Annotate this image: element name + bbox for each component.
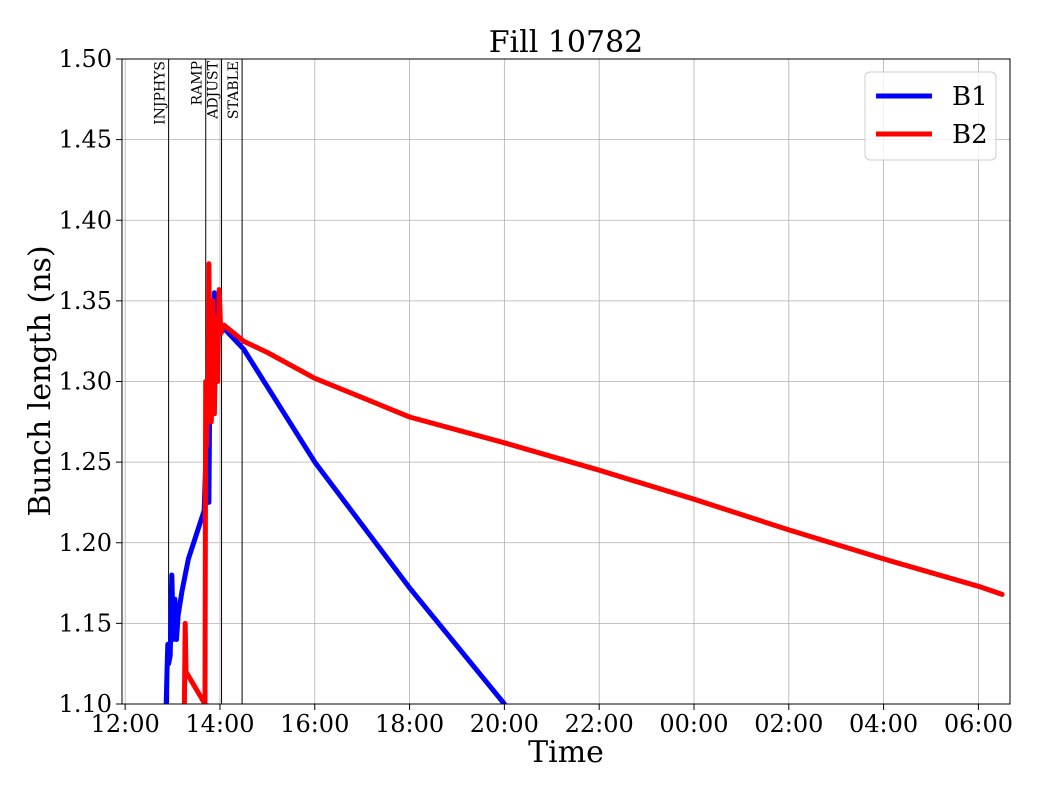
y-tick-label: 1.40 [59,206,112,234]
x-axis-ticks: 12:00 14:00 16:00 18:00 20:00 22:00 00:00 02:00… [91,704,1013,738]
phase-label-injphys: INJPHYS [153,61,169,125]
y-tick-label: 1.20 [59,529,112,557]
phase-label-ramp: RAMP [190,61,206,105]
x-tick-label: 22:00 [565,710,634,738]
y-tick-label: 1.25 [59,448,112,476]
x-tick-label: 06:00 [944,710,1013,738]
y-axis-title: Bunch length (ns) [23,245,58,516]
x-tick-label: 02:00 [754,710,823,738]
x-tick-label: 14:00 [185,710,254,738]
y-axis-ticks: 1.10 1.15 1.20 1.25 1.30 1.35 1.40 1.45 1.50 [59,45,122,718]
legend-label-b1: B1 [952,82,988,112]
y-tick-label: 1.35 [59,287,112,315]
y-tick-label: 1.10 [59,690,112,718]
phase-label-adjust: ADJUST [206,60,222,119]
chart-title: Fill 10782 [489,25,644,60]
y-tick-label: 1.15 [59,609,112,637]
series-layer [163,261,1005,704]
y-tick-label: 1.50 [59,45,112,73]
y-tick-label: 1.30 [59,368,112,396]
legend-label-b2: B2 [952,120,988,150]
x-tick-label: 20:00 [470,710,539,738]
phase-markers: INJPHYS RAMP ADJUST STABLE [153,59,243,704]
series-line-b2 [181,261,1005,704]
plot-area [163,261,1005,704]
y-tick-label: 1.45 [59,126,112,154]
x-tick-label: 12:00 [91,710,160,738]
x-tick-label: 00:00 [659,710,728,738]
x-tick-label: 04:00 [849,710,918,738]
x-tick-label: 18:00 [375,710,444,738]
phase-label-stable: STABLE [226,61,242,119]
x-tick-label: 16:00 [280,710,349,738]
x-axis-title: Time [528,735,604,770]
